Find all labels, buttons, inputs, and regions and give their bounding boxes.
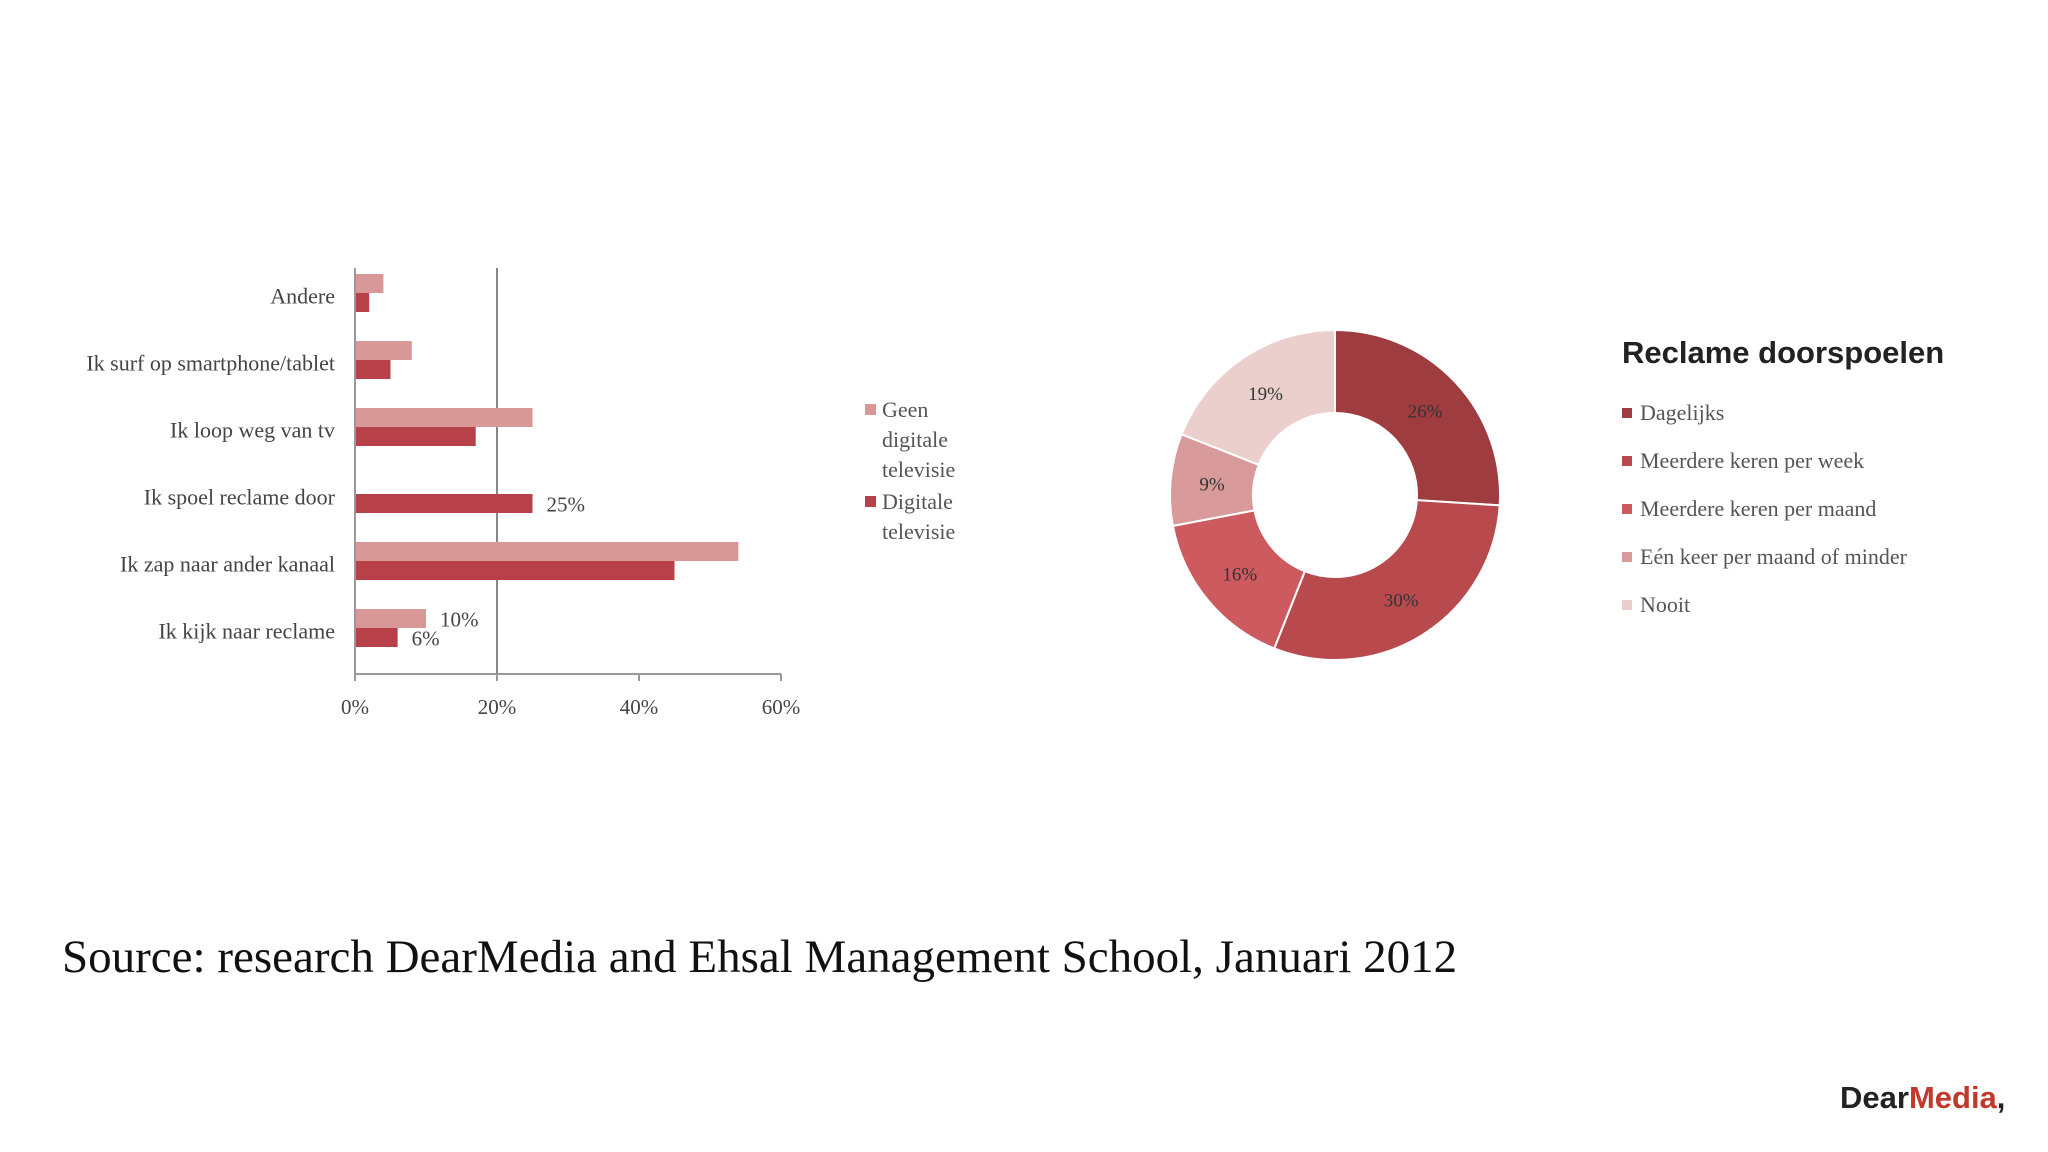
slice-label: 26% (1408, 401, 1443, 422)
legend-label: Eén keer per maand of minder (1640, 544, 1907, 569)
category-label: Ik spoel reclame door (144, 485, 336, 510)
legend-swatch (1622, 552, 1632, 562)
legend-swatch (1622, 504, 1632, 514)
donut-legend-item: Meerdere keren per maand (1622, 485, 2042, 533)
category-label: Ik loop weg van tv (170, 418, 335, 443)
source-caption: Source: research DearMedia and Ehsal Man… (62, 931, 1458, 983)
donut-slice (1272, 499, 1501, 661)
legend-label: Nooit (1640, 592, 1691, 617)
legend-label: Meerdere keren per maand (1640, 496, 1877, 521)
donut-legend-item: Nooit (1622, 581, 2042, 629)
slice-label: 19% (1248, 384, 1283, 405)
donut-legend-item: Eén keer per maand of minder (1622, 533, 2042, 581)
x-tick-label: 40% (620, 695, 659, 719)
category-label: Ik kijk naar reclame (158, 619, 335, 644)
donut-slice (1180, 328, 1336, 467)
legend-label: Dagelijks (1640, 400, 1725, 425)
logo-part-dear: Dear (1840, 1080, 1909, 1115)
bar (356, 561, 675, 580)
bar (356, 427, 476, 446)
x-tick-label: 20% (478, 695, 517, 719)
bar-chart-legend: Geen digitale televisie Digitale televisi… (865, 395, 985, 549)
category-label: Ik surf op smartphone/tablet (86, 351, 335, 376)
legend-swatch (865, 404, 876, 415)
data-label: 10% (440, 608, 479, 632)
bar (356, 341, 412, 360)
bar-chart: 0% 20% 40% 60% Andere Ik surf op smartphone/t… (86, 268, 801, 719)
category-label: Andere (270, 284, 335, 309)
bar (356, 274, 384, 293)
bar (356, 360, 391, 379)
bar (356, 293, 370, 312)
dearmedia-logo: DearMedia, (1840, 1080, 2005, 1116)
bar (356, 494, 533, 513)
legend-label: Digitale televisie (882, 489, 956, 544)
logo-part-comma: , (1996, 1080, 2006, 1115)
legend-swatch (1622, 408, 1632, 418)
donut-legend-item: Meerdere keren per week (1622, 437, 2042, 485)
data-label: 25% (547, 493, 586, 517)
slice-label: 30% (1384, 590, 1419, 611)
donut-legend: Reclame doorspoelen Dagelijks Meerdere ke… (1622, 335, 2042, 629)
donut-chart: 26% 30% 16% 9% 19% (1169, 328, 1501, 661)
bar (356, 609, 426, 628)
x-tick-label: 0% (341, 695, 369, 719)
donut-title: Reclame doorspoelen (1622, 335, 1945, 370)
donut-legend-item: Dagelijks (1622, 389, 2042, 437)
donut-slice (1171, 509, 1307, 650)
bar (356, 542, 739, 561)
slice-label: 16% (1222, 565, 1257, 586)
x-tick-label: 60% (762, 695, 801, 719)
legend-swatch (1622, 600, 1632, 610)
legend-item: Geen digitale televisie (865, 395, 985, 485)
bar (356, 628, 398, 647)
bar (356, 408, 533, 427)
donut-slice (1334, 328, 1501, 507)
data-label: 6% (412, 627, 440, 651)
legend-label: Geen digitale televisie (882, 397, 956, 482)
legend-item: Digitale televisie (865, 487, 985, 547)
legend-swatch (865, 496, 876, 507)
category-label: Ik zap naar ander kanaal (120, 552, 335, 577)
slice-label: 9% (1199, 474, 1225, 495)
legend-swatch (1622, 456, 1632, 466)
legend-label: Meerdere keren per week (1640, 448, 1865, 473)
logo-part-media: Media (1908, 1080, 1997, 1115)
